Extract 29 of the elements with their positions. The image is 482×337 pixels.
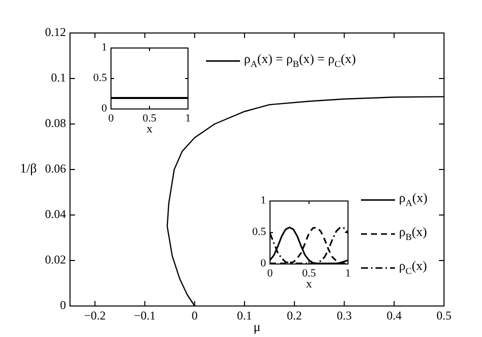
y-tick-label: 0.08 [45, 116, 66, 130]
y-tick-label: 0 [102, 102, 108, 115]
y-tick-label: 1 [102, 42, 107, 54]
legend-label: ρ$_{A}$(x) [399, 190, 428, 210]
y-axis-title: 1/β [20, 160, 38, 176]
x-tick-label: 0.5 [436, 308, 452, 323]
x-tick-label: 0.4 [386, 308, 402, 323]
x-tick-label: 0.1 [237, 308, 252, 323]
legend-label: ρ$_{C}$(x) [399, 258, 427, 278]
x-tick-label: 1 [185, 112, 191, 124]
x-tick-label: 0.2 [286, 308, 302, 323]
y-tick-label: 0 [260, 258, 266, 270]
y-tick-label: 0.5 [252, 226, 266, 238]
x-tick-label: 1 [345, 267, 351, 280]
y-tick-label: 0.02 [45, 252, 66, 266]
x-tick-label: −0.2 [84, 308, 106, 323]
x-tick-label: −0.1 [134, 308, 156, 323]
y-tick-label: 0.04 [45, 206, 66, 221]
y-tick-label: 0.5 [93, 72, 108, 84]
y-tick-label: 0.12 [45, 24, 66, 39]
legend-label: ρ$_{A}$(x) = ρ$_{B}$(x) = ρ$_{C}$(x) [244, 50, 356, 70]
y-tick-label: 1 [260, 194, 266, 207]
x-tick-label: 0 [192, 308, 198, 323]
legend-label: ρ$_{B}$(x) [399, 224, 427, 244]
y-tick-label: 0 [60, 298, 66, 312]
y-tick-label: 0.1 [51, 70, 66, 84]
x-axis-title: μ [254, 319, 261, 334]
x-tick-label: 0.3 [336, 308, 352, 323]
y-tick-label: 0.06 [45, 161, 66, 176]
